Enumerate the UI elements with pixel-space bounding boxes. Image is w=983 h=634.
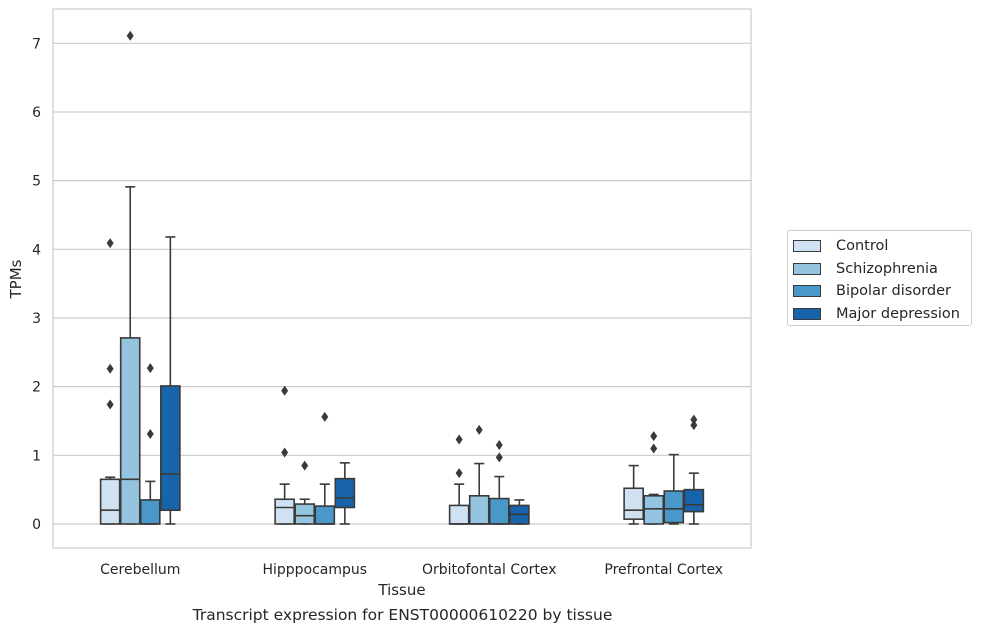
y-axis-label: TPMs (7, 259, 25, 299)
box-3-3-iqr (683, 488, 705, 513)
y-tick-label-6: 6 (32, 105, 41, 121)
x-axis-label: Tissue (377, 581, 425, 599)
box-2-1-outlier-0 (475, 424, 483, 435)
box-1-2-outlier-0 (321, 411, 329, 422)
legend-item-schizophrenia: Schizophrenia (793, 258, 971, 281)
box-0-0-outlier-1 (106, 363, 114, 374)
legend-swatch-bipolar-disorder (793, 285, 821, 298)
legend-label-control: Control (836, 238, 889, 255)
box-1-0-iqr (274, 498, 295, 525)
box-2-0-iqr (448, 504, 470, 525)
box-3-2-iqr (663, 490, 685, 524)
x-tick-labels: Cerebellum Hipppocampus Orbitofontal Corte… (100, 562, 723, 578)
y-tick-label-0: 0 (32, 517, 41, 533)
box-0-1 (119, 30, 141, 525)
legend-swatch-major-depression (793, 307, 821, 320)
box-0-3-iqr (160, 385, 181, 512)
gridlines (53, 42, 751, 525)
box-1-3 (334, 462, 356, 525)
box-2-3 (509, 499, 530, 525)
box-2-1 (468, 424, 490, 525)
x-tick-label-3: Prefrontal Cortex (604, 562, 723, 578)
y-tick-label-1: 1 (32, 448, 41, 464)
box-3-3-outlier-0 (690, 420, 698, 431)
legend: Control Schizophrenia Bipolar disorder M… (787, 230, 972, 326)
y-tick-label-7: 7 (32, 36, 41, 52)
legend-label-schizophrenia: Schizophrenia (836, 260, 938, 277)
box-1-2 (314, 411, 336, 525)
legend-item-major-depression: Major depression (793, 303, 971, 326)
box-2-1-iqr (468, 495, 490, 525)
box-2-2-iqr (488, 497, 510, 525)
box-2-0-outlier-0 (455, 468, 463, 479)
box-3-1-outlier-0 (650, 443, 658, 454)
y-tick-label-2: 2 (32, 380, 41, 396)
box-0-1-iqr (119, 337, 141, 525)
legend-label-bipolar-disorder: Bipolar disorder (836, 283, 951, 300)
box-0-3 (160, 236, 181, 525)
box-3-1-iqr (643, 495, 665, 525)
box-2-0 (448, 434, 470, 525)
chart-caption: Transcript expression for ENST0000061022… (192, 606, 613, 624)
box-0-2-outlier-0 (146, 429, 154, 440)
box-0-1-outlier-0 (126, 30, 134, 41)
box-2-2 (488, 440, 510, 525)
box-3-3 (683, 414, 705, 525)
y-tick-label-4: 4 (32, 242, 41, 258)
box-0-0 (99, 238, 121, 525)
box-2-0-outlier-1 (455, 434, 463, 445)
x-tick-label-2: Orbitofontal Cortex (422, 562, 557, 578)
box-1-1-iqr (294, 503, 316, 525)
box-3-0-iqr (623, 487, 644, 520)
box-0-0-outlier-0 (106, 399, 114, 410)
legend-item-bipolar-disorder: Bipolar disorder (793, 280, 971, 303)
x-tick-label-1: Hipppocampus (262, 562, 367, 578)
y-tick-label-5: 5 (32, 174, 41, 190)
legend-swatch-control (793, 240, 821, 253)
box-plots (99, 30, 705, 525)
legend-swatch-schizophrenia (793, 262, 821, 275)
box-0-2-iqr (139, 499, 161, 525)
box-1-3-iqr (334, 477, 356, 509)
box-0-0-iqr (99, 478, 121, 525)
box-3-1-outlier-1 (650, 431, 658, 442)
box-1-0-outlier-0 (281, 447, 289, 458)
box-0-2 (139, 363, 161, 525)
box-1-1-outlier-0 (301, 460, 309, 471)
box-3-1 (643, 431, 665, 525)
box-1-2-iqr (314, 505, 336, 525)
box-2-2-outlier-1 (495, 440, 503, 451)
legend-item-control: Control (793, 235, 971, 258)
box-0-0-outlier-2 (106, 238, 114, 249)
x-tick-label-0: Cerebellum (100, 562, 180, 578)
box-3-2 (663, 453, 685, 525)
y-tick-label-3: 3 (32, 311, 41, 327)
box-3-0 (623, 464, 644, 525)
box-3-3-outlier-1 (690, 414, 698, 425)
box-1-0 (274, 385, 295, 525)
y-tick-labels: 0 1 2 3 4 5 6 7 (32, 36, 41, 533)
box-1-1 (294, 460, 316, 525)
box-1-0-outlier-1 (281, 385, 289, 396)
box-2-2-outlier-0 (495, 452, 503, 463)
box-0-2-outlier-1 (146, 363, 154, 374)
legend-label-major-depression: Major depression (836, 305, 960, 322)
plot-frame (52, 8, 752, 549)
